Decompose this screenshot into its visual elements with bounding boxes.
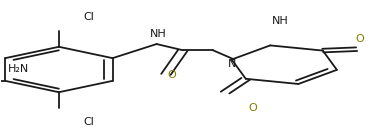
Text: O: O [248,103,257,113]
Text: O: O [167,70,176,80]
Text: NH: NH [272,16,289,26]
Text: Cl: Cl [84,117,94,127]
Text: N: N [227,59,236,69]
Text: O: O [355,34,364,44]
Text: H₂N: H₂N [8,64,29,75]
Text: NH: NH [150,29,167,39]
Text: Cl: Cl [84,12,94,22]
